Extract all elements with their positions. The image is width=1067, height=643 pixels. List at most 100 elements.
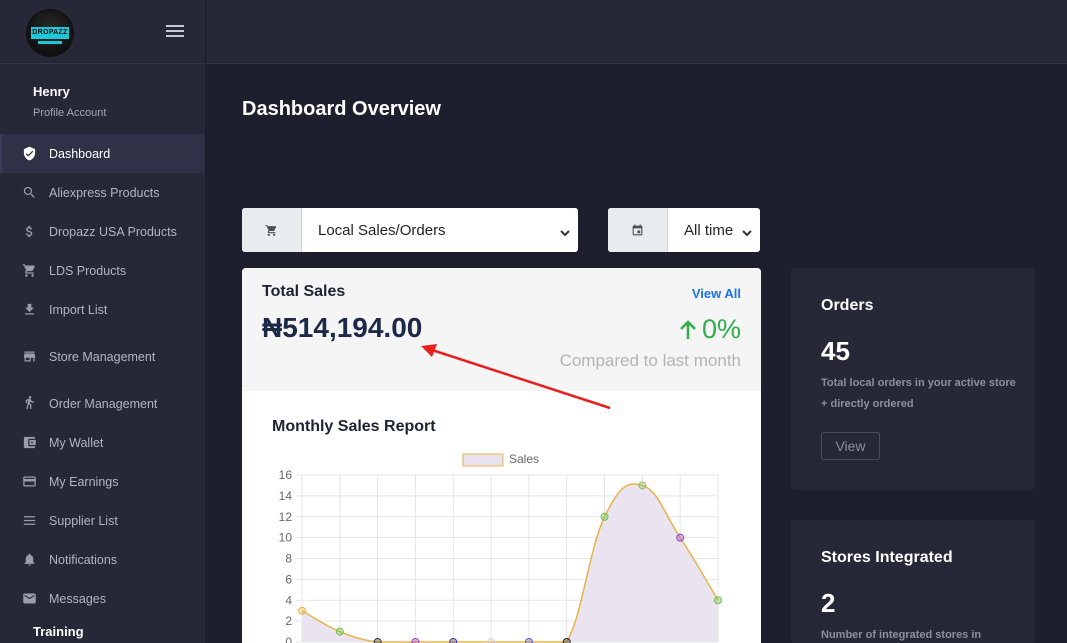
data-point — [335, 627, 344, 636]
sales-filter-group: Local Sales/Orders — [242, 208, 578, 252]
data-point — [600, 512, 609, 521]
orders-view-button[interactable]: View — [821, 432, 880, 460]
sidebar-item-label: Import List — [49, 302, 108, 317]
monthly-sales-chart: 16 14 12 10 8 6 4 2 0 Sales — [279, 452, 722, 643]
search-icon — [21, 185, 37, 201]
nav-spacer — [0, 329, 205, 337]
y-tick-label: 8 — [285, 552, 292, 566]
cart-icon — [242, 208, 302, 252]
page-title: Dashboard Overview — [242, 98, 441, 120]
data-point — [524, 638, 533, 643]
sales-change-percent: 0% — [701, 314, 741, 344]
shield-icon — [21, 146, 37, 162]
sidebar-item-my-wallet[interactable]: My Wallet — [0, 423, 205, 462]
sidebar-item-label: Dashboard — [49, 146, 111, 161]
sales-type-value: Local Sales/Orders — [318, 221, 446, 239]
y-tick-label: 0 — [285, 635, 292, 643]
view-all-link[interactable]: View All — [691, 286, 741, 301]
total-sales-card: Total Sales View All ₦514,194.00 0% Comp… — [242, 268, 761, 643]
total-sales-amount: ₦514,194.00 — [262, 312, 423, 343]
sales-change: 0% — [678, 314, 741, 345]
data-point — [411, 638, 420, 643]
delivery-icon — [21, 396, 37, 412]
logo-text: DROPAZZ — [31, 27, 69, 39]
sidebar-item-notifications[interactable]: Notifications — [0, 540, 205, 579]
data-point — [676, 533, 685, 542]
y-tick-label: 14 — [279, 489, 293, 503]
data-point — [714, 596, 722, 605]
sidebar-item-dashboard[interactable]: Dashboard — [0, 134, 205, 173]
logo-stripe — [38, 41, 62, 44]
sidebar-section-training: Training — [33, 624, 84, 639]
data-point — [638, 481, 647, 490]
mail-icon — [21, 591, 37, 607]
wallet-icon — [21, 435, 37, 451]
dropazz-logo[interactable]: DROPAZZ — [28, 11, 72, 55]
y-tick-label: 2 — [285, 614, 292, 628]
dollar-icon — [21, 224, 37, 240]
calendar-icon — [608, 208, 668, 252]
sidebar-item-label: Dropazz USA Products — [49, 224, 177, 239]
period-value: All time — [684, 221, 734, 239]
legend-label: Sales — [509, 452, 539, 466]
profile-subtitle: Profile Account — [33, 107, 107, 119]
list-icon — [21, 513, 37, 529]
orders-card: Orders 45 Total local orders in your act… — [791, 268, 1035, 490]
series-line — [301, 483, 719, 643]
sidebar-item-lds-products[interactable]: LDS Products — [0, 251, 205, 290]
sidebar-item-label: Notifications — [49, 552, 118, 567]
orders-title: Orders — [821, 297, 874, 314]
sidebar: DROPAZZ Henry Profile Account Dashboard … — [0, 0, 206, 643]
stores-integrated-card: Stores Integrated 2 Number of integrated… — [791, 520, 1035, 643]
cart-icon — [21, 263, 37, 279]
y-tick-label: 6 — [285, 572, 292, 586]
y-tick-label: 4 — [285, 593, 292, 607]
sidebar-item-dropazz-usa-products[interactable]: Dropazz USA Products — [0, 212, 205, 251]
data-point — [562, 638, 571, 643]
profile-block[interactable]: Henry Profile Account — [0, 64, 205, 134]
nav-spacer — [0, 376, 205, 384]
sidebar-item-import-list[interactable]: Import List — [0, 290, 205, 329]
legend-swatch — [462, 453, 504, 467]
sidebar-item-label: Store Management — [49, 349, 156, 364]
sidebar-item-label: LDS Products — [49, 263, 127, 278]
period-select[interactable]: All time — [668, 208, 760, 252]
data-point — [487, 638, 496, 643]
menu-toggle-icon[interactable] — [166, 25, 184, 39]
sales-type-select[interactable]: Local Sales/Orders — [302, 208, 578, 252]
series-area — [302, 484, 718, 642]
period-filter-group: All time — [608, 208, 760, 252]
y-tick-label: 12 — [279, 510, 293, 524]
chart-title: Monthly Sales Report — [272, 418, 436, 435]
sidebar-item-my-earnings[interactable]: My Earnings — [0, 462, 205, 501]
sidebar-item-messages[interactable]: Messages — [0, 579, 205, 618]
sidebar-item-label: My Earnings — [49, 474, 119, 489]
y-tick-label: 10 — [279, 531, 293, 545]
top-bar — [206, 0, 1067, 64]
download-icon — [21, 302, 37, 318]
bell-icon — [21, 552, 37, 568]
data-point — [298, 606, 306, 615]
store-icon — [21, 349, 37, 365]
stores-value: 2 — [821, 588, 836, 618]
sidebar-item-supplier-list[interactable]: Supplier List — [0, 501, 205, 540]
sidebar-nav: Dashboard Aliexpress Products Dropazz US… — [0, 134, 205, 618]
chevron-down-icon — [742, 225, 752, 237]
chevron-down-icon — [560, 225, 570, 237]
arrow-up-icon — [680, 319, 696, 339]
profile-name: Henry — [33, 84, 70, 99]
total-sales-title: Total Sales — [262, 283, 346, 300]
sidebar-item-label: Messages — [49, 591, 106, 606]
sidebar-item-order-management[interactable]: Order Management — [0, 384, 205, 423]
sidebar-item-store-management[interactable]: Store Management — [0, 337, 205, 376]
orders-description: Total local orders in your active store … — [821, 377, 1016, 410]
sidebar-header: DROPAZZ — [0, 0, 205, 64]
stores-description: Number of integrated stores in — [821, 629, 982, 641]
credit-card-icon — [21, 474, 37, 490]
data-point — [449, 638, 458, 643]
data-point — [373, 638, 382, 643]
sidebar-item-label: Order Management — [49, 396, 158, 411]
y-tick-label: 16 — [279, 468, 293, 482]
sidebar-item-aliexpress-products[interactable]: Aliexpress Products — [0, 173, 205, 212]
orders-value: 45 — [821, 336, 850, 366]
